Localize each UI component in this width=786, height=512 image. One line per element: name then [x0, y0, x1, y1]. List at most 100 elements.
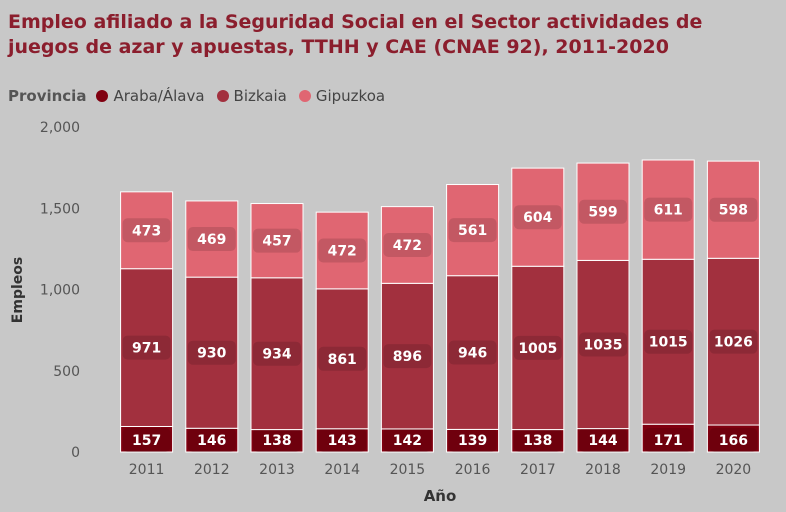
x-axis-title: Año — [424, 487, 457, 505]
bar-segment — [576, 162, 630, 261]
bar-segment — [511, 167, 565, 267]
bar-segment — [315, 211, 369, 290]
data-label: 142 — [393, 433, 422, 449]
x-tick-label: 2019 — [650, 462, 686, 478]
x-tick-label: 2015 — [390, 462, 426, 478]
x-tick-label: 2012 — [194, 462, 230, 478]
bar-segment — [511, 265, 565, 431]
data-label-background — [383, 232, 432, 257]
data-label: 1035 — [584, 338, 623, 354]
x-tick-label: 2017 — [520, 462, 556, 478]
data-label: 146 — [197, 433, 226, 449]
legend-item-bizkaia[interactable]: Bizkaia — [216, 87, 287, 105]
data-label: 457 — [262, 234, 291, 250]
data-label-background — [383, 428, 432, 452]
y-axis-title: Empleos — [10, 257, 26, 323]
data-label-background — [122, 428, 171, 452]
bar-segment — [250, 203, 304, 279]
data-label-background — [579, 428, 627, 452]
data-label: 599 — [588, 205, 617, 221]
bar-segment — [706, 424, 760, 453]
data-label: 138 — [523, 433, 552, 449]
data-label: 166 — [719, 433, 748, 449]
y-tick-label: 500 — [53, 364, 80, 380]
legend-dot-gipuzkoa — [298, 90, 311, 102]
bar-segment — [185, 200, 239, 278]
legend-label-gipuzkoa: Gipuzkoa — [315, 87, 386, 105]
bar-segment — [641, 258, 695, 425]
data-label-background — [383, 344, 432, 369]
data-label-background — [513, 205, 562, 230]
data-label-background — [709, 197, 758, 222]
legend-item-gipuzkoa[interactable]: Gipuzkoa — [298, 87, 386, 105]
data-label-background — [187, 227, 236, 252]
data-label-background — [448, 218, 497, 243]
data-label: 561 — [458, 223, 487, 239]
data-label: 896 — [393, 349, 422, 365]
y-tick-label: 1,000 — [40, 283, 80, 299]
data-label-background — [709, 428, 758, 452]
bar-segment — [120, 425, 174, 453]
data-label-background — [579, 332, 627, 357]
data-label-background — [644, 329, 693, 354]
data-label: 472 — [393, 238, 422, 254]
data-label: 604 — [523, 210, 552, 226]
data-label-background — [448, 340, 497, 365]
bar-segment — [446, 275, 500, 430]
data-label-background — [318, 428, 367, 452]
data-label-background — [187, 428, 236, 452]
data-label: 1005 — [518, 341, 557, 357]
data-label: 139 — [458, 433, 487, 449]
legend-item-araba[interactable]: Araba/Álava — [96, 87, 205, 105]
legend-label-bizkaia: Bizkaia — [233, 87, 287, 105]
legend-label-araba: Araba/Álava — [113, 87, 205, 105]
y-tick-label: 1,500 — [40, 201, 80, 217]
bar-segment — [706, 160, 760, 259]
x-tick-label: 2016 — [455, 462, 491, 478]
data-label-background — [644, 197, 693, 222]
x-tick-label: 2020 — [716, 462, 752, 478]
data-label: 611 — [654, 203, 683, 219]
data-label: 171 — [654, 433, 683, 449]
bar-segment — [120, 268, 174, 427]
data-label: 143 — [328, 433, 357, 449]
data-label-background — [318, 346, 367, 371]
bar-segment — [446, 184, 500, 277]
data-label-background — [644, 428, 693, 452]
bar-segment — [380, 282, 434, 430]
chart-title: Empleo afiliado a la Seguridad Social en… — [8, 11, 703, 58]
bar-segment — [315, 288, 369, 430]
data-label-background — [187, 340, 236, 365]
y-tick-label: 0 — [71, 445, 80, 461]
data-label: 971 — [132, 341, 161, 357]
data-label: 469 — [197, 232, 226, 248]
bar-segment — [120, 191, 174, 270]
legend: Provincia Araba/Álava Bizkaia Gipuzkoa — [8, 86, 397, 106]
data-label-background — [513, 428, 562, 452]
data-label: 1026 — [714, 335, 753, 351]
legend-dot-araba — [96, 90, 109, 102]
data-label-background — [709, 329, 758, 354]
data-label-background — [513, 335, 562, 360]
bar-segment — [641, 159, 695, 260]
data-label: 144 — [588, 433, 617, 449]
bar-segment — [641, 423, 695, 453]
bar-segment — [250, 277, 304, 431]
x-tick-label: 2014 — [324, 462, 360, 478]
data-label: 946 — [458, 346, 487, 362]
data-label: 472 — [328, 244, 357, 260]
data-label: 157 — [132, 433, 161, 449]
bar-segment — [380, 206, 434, 284]
data-label: 930 — [197, 346, 226, 362]
data-label-background — [253, 428, 301, 452]
data-label-background — [122, 335, 171, 360]
legend-dot-bizkaia — [216, 90, 229, 102]
data-label-background — [253, 228, 301, 253]
data-label-background — [122, 218, 171, 243]
data-label: 861 — [328, 352, 357, 368]
data-label: 598 — [719, 203, 748, 219]
bar-segment — [576, 259, 630, 430]
data-label-background — [448, 428, 497, 452]
legend-title: Provincia — [8, 87, 87, 105]
